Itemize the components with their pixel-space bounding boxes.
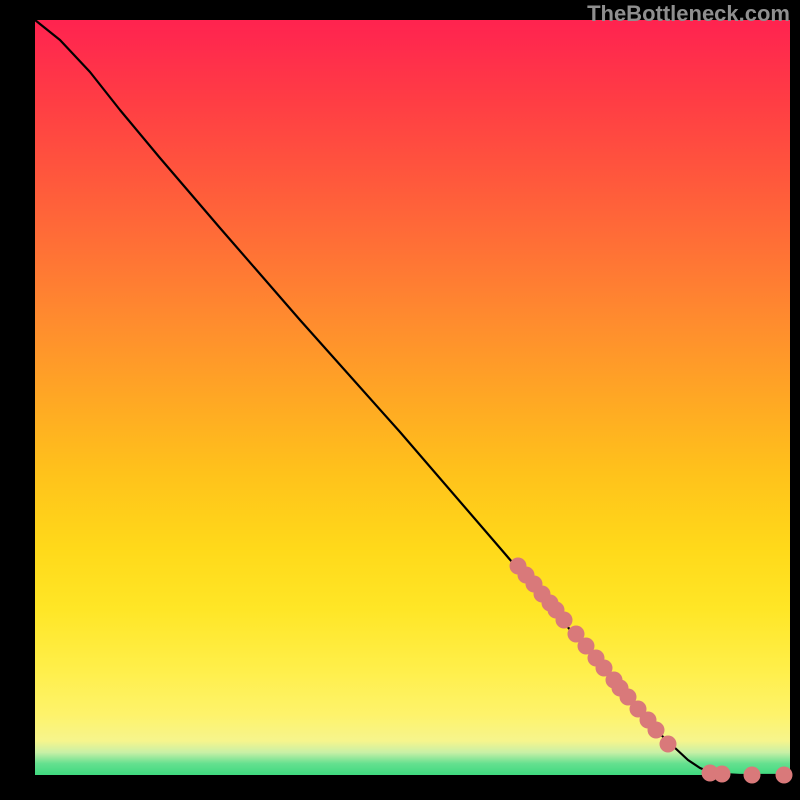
plot-background xyxy=(35,20,790,775)
scatter-marker xyxy=(556,612,573,629)
scatter-marker xyxy=(648,722,665,739)
scatter-marker xyxy=(660,736,677,753)
chart-svg xyxy=(0,0,800,800)
scatter-marker xyxy=(714,766,731,783)
scatter-marker xyxy=(744,767,761,784)
scatter-marker xyxy=(776,767,793,784)
watermark-text: TheBottleneck.com xyxy=(587,1,790,27)
chart-container: TheBottleneck.com xyxy=(0,0,800,800)
